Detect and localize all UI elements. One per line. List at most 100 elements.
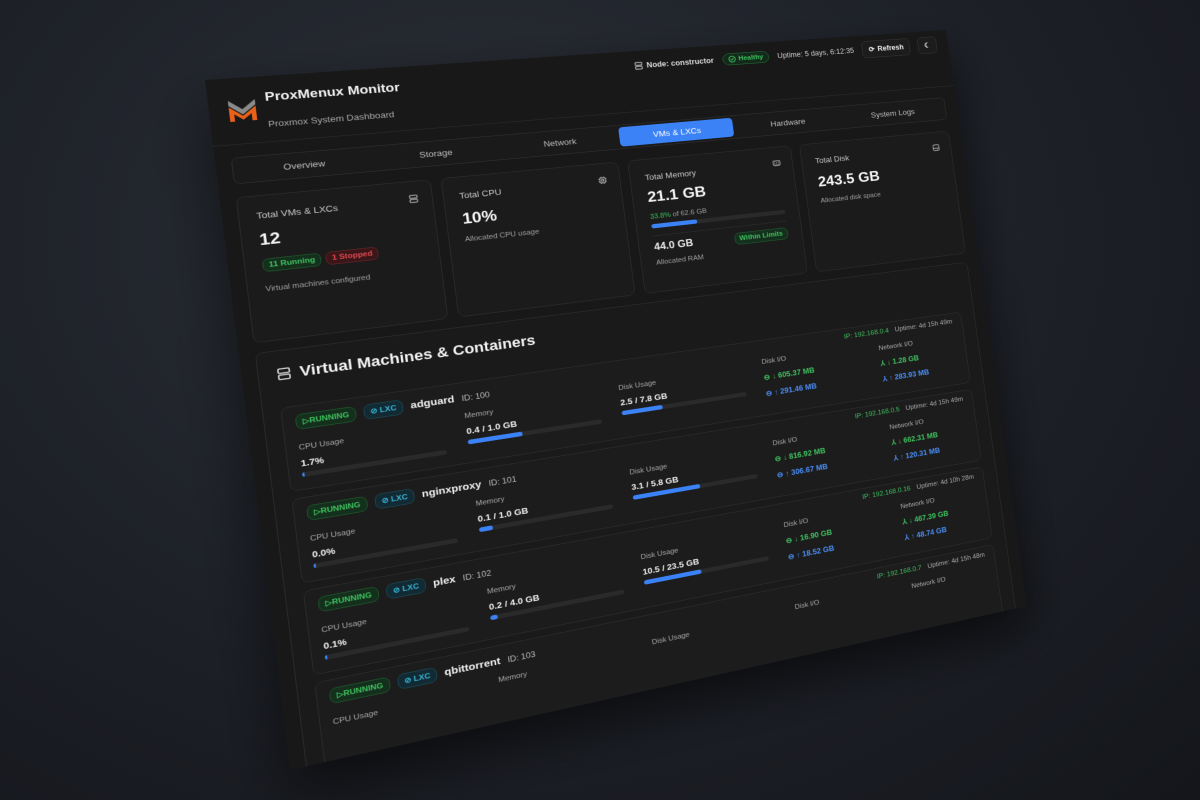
disk-usage: Disk Usage 2.5 / 7.8 GB [618,366,747,416]
vm-name[interactable]: plex [432,573,457,589]
status-badge: ▷RUNNING [306,495,369,522]
vm-uptime: Uptime: 4d 15h 48m [926,551,986,571]
network-io: Network I/O [911,576,946,590]
network-out: ⅄ ↑ 48.74 GB [904,525,951,541]
health-text: Healthy [737,53,764,63]
vm-id: ID: 102 [462,567,492,583]
network-in: ⅄ ↓ 467.39 GB [902,509,949,526]
section-title: Virtual Machines & Containers [275,332,536,383]
node-name: Node: constructor [646,56,715,70]
cpu-bar-fill [324,654,328,660]
moon-icon: ☾ [923,41,931,50]
disk-io-label: Disk I/O [761,355,787,366]
vm-list-section: Virtual Machines & Containers ▷RUNNING ⊘… [254,261,1023,770]
network-out: ⅄ ↑ 120.31 MB [893,446,940,462]
disk-io: Disk I/O [794,599,819,611]
vm-id: ID: 101 [488,474,517,488]
vm-ip-uptime: IP: 192.168.0.4 Uptime: 4d 15h 49m [844,318,953,340]
vm-id: ID: 103 [506,649,536,665]
disk-read: ⊖ ↓ 16.90 GB [785,528,832,545]
cpu-usage: CPU Usage 0.0% [310,510,459,569]
tab-storage[interactable]: Storage [418,147,454,160]
status-text: RUNNING [342,681,384,699]
tab-overview[interactable]: Overview [282,158,326,172]
within-limits-badge: Within Limits [733,227,789,246]
app-title: ProxMenux Monitor [263,80,401,105]
disk-io: Disk I/O ⊖ ↓ 605.37 MB ⊖ ↑ 291.46 MB [761,351,817,398]
cpu-usage: CPU Usage 1.7% [298,422,447,478]
tab-network[interactable]: Network [542,136,577,149]
network-in-value: ↓ 1.28 GB [886,353,920,367]
memory-total: of 62.6 GB [670,207,708,219]
card-total-vms: Total VMs & LXCs 12 11 Running1 Stopped … [235,179,448,344]
type-badge: ⊘ LXC [373,488,416,510]
memory-bar-fill [490,614,498,621]
disk-write: ⊖ ↑ 291.46 MB [765,382,817,398]
disk-read: ⊖ ↓ 816.92 MB [774,446,826,463]
disk-io-label: Disk I/O [783,517,809,530]
disk-value [653,645,691,653]
network-out-value: ↑ 120.31 MB [899,446,941,462]
memory-label: Memory [497,670,528,685]
memory-usage: Memory [498,670,529,690]
network-in: ⅄ ↓ 1.28 GB [880,353,927,368]
type-badge: ⊘ LXC [385,577,427,600]
vm-uptime: Uptime: 4d 15h 49m [905,395,964,412]
vm-ip: IP: 192.168.0.16 [861,484,912,501]
type-text: LXC [413,671,431,684]
network-out-value: ↑ 283.93 MB [888,367,930,383]
cpu-usage: CPU Usage 0.1% [321,599,470,660]
vm-name[interactable]: qbittorrent [443,655,502,679]
disk-write: ⊖ ↑ 306.67 MB [776,462,828,479]
type-badge: ⊘ LXC [396,666,439,690]
memory-percent: 33.8% [649,211,672,221]
memory-icon [771,159,781,168]
memory-bar-fill [478,525,494,533]
theme-toggle-button[interactable]: ☾ [916,36,938,55]
vm-name[interactable]: nginxproxy [421,478,483,500]
disk-io: Disk I/O ⊖ ↓ 16.90 GB ⊖ ↑ 18.52 GB [783,513,834,561]
network-out: ⅄ ↑ 283.93 MB [882,368,929,383]
network-io-label: Network I/O [889,418,925,432]
proxmenux-logo [227,99,258,123]
type-badge: ⊘ LXC [362,399,405,420]
network-io: Network I/O ⅄ ↓ 662.31 MB ⅄ ↑ 120.31 MB [889,416,941,462]
disk-label: Disk Usage [651,630,691,647]
disk-write-value: ↑ 291.46 MB [773,381,818,397]
type-text: LXC [401,582,420,594]
card-value: 12 [258,229,282,250]
refresh-icon: ⟳ [868,45,876,54]
type-text: LXC [379,404,397,415]
card-label: Total CPU [458,187,502,201]
disk-read-value: ↓ 605.37 MB [771,365,816,381]
disk-write: ⊖ ↑ 18.52 GB [787,544,834,561]
network-io-label: Network I/O [899,497,936,511]
vm-uptime: Uptime: 4d 10h 28m [916,473,975,491]
vm-id: ID: 100 [461,389,491,403]
system-uptime: Uptime: 5 days, 6:12:35 [776,46,855,60]
vm-ip: IP: 192.168.0.5 [854,405,901,421]
refresh-button[interactable]: ⟳ Refresh [861,38,912,59]
server-icon [407,194,418,204]
card-total-cpu: Total CPU 10% Allocated CPU usage [440,161,636,318]
tab-hardware[interactable]: Hardware [769,116,806,129]
network-io-label: Network I/O [910,575,947,591]
cpu-label: CPU Usage [332,708,379,727]
section-title-text: Virtual Machines & Containers [298,331,537,380]
network-io: Network I/O ⅄ ↓ 1.28 GB ⅄ ↑ 283.93 MB [878,338,930,383]
status-text: RUNNING [308,410,350,425]
vm-uptime: Uptime: 4d 15h 49m [894,318,953,334]
disk-bar-fill [621,404,663,416]
disk-read-value: ↓ 16.90 GB [793,527,833,544]
cpu-bar-fill [313,563,317,569]
allocated-ram-label: Allocated RAM [655,253,705,267]
vm-name[interactable]: adguard [409,393,456,412]
hard-drive-icon [932,143,941,152]
tab-system-logs[interactable]: System Logs [870,106,916,120]
stopped-badge: 1 Stopped [325,246,380,266]
tab-vms-lxcs[interactable]: VMs & LXCs [618,117,735,147]
allocated-ram-value: 44.0 GB [653,237,694,253]
disk-read-value: ↓ 816.92 MB [782,446,827,462]
vm-ip-uptime: IP: 192.168.0.5Uptime: 4d 15h 49m [855,396,964,421]
cpu-icon [597,176,608,185]
